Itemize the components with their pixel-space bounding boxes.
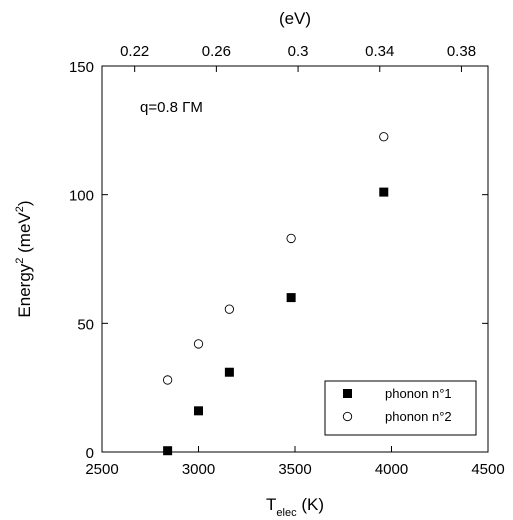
y-axis-label-superscript-1: 2 xyxy=(14,258,26,264)
legend: phonon n°1 phonon n°2 xyxy=(324,380,477,436)
x-axis-label-main: T xyxy=(266,495,276,514)
data-point-phonon-2 xyxy=(379,132,389,142)
bottom-axis-ticks: 2500 3000 3500 4000 4500 xyxy=(85,446,505,478)
data-point-phonon-1 xyxy=(286,293,296,303)
data-point-phonon-2 xyxy=(224,304,235,314)
x-tick-label: 4000 xyxy=(375,461,408,478)
y-axis-label-unit-open: (meV xyxy=(15,212,34,258)
top-tick-label: 0.22 xyxy=(120,43,149,60)
data-point-phonon-1 xyxy=(379,187,389,197)
x-axis-label-unit: (K) xyxy=(297,495,324,514)
top-tick-label: 0.26 xyxy=(202,43,231,60)
y-axis-label-superscript-2: 2 xyxy=(14,206,26,212)
data-points xyxy=(162,132,389,456)
x-axis-label-subscript: elec xyxy=(276,507,297,519)
y-tick-label: 0 xyxy=(86,445,94,462)
legend-marker-phonon-1 xyxy=(343,389,352,398)
legend-label-phonon-2: phonon n°2 xyxy=(385,409,452,424)
data-point-phonon-1 xyxy=(163,446,173,456)
x-tick-label: 3500 xyxy=(278,461,311,478)
y-tick-label: 150 xyxy=(69,59,94,76)
x-tick-label: 2500 xyxy=(85,461,118,478)
y-tick-label: 100 xyxy=(69,188,94,205)
top-axis-label: (eV) xyxy=(279,9,311,28)
top-tick-label: 0.38 xyxy=(447,43,476,60)
y-axis-label-unit-close: ) xyxy=(15,200,34,206)
legend-label-phonon-1: phonon n°1 xyxy=(385,386,452,401)
data-point-phonon-2 xyxy=(286,233,296,244)
left-axis-ticks: 0 50 100 150 xyxy=(69,59,488,462)
x-axis-label: Telec (K) xyxy=(266,495,324,519)
top-tick-label: 0.34 xyxy=(365,43,394,60)
data-point-phonon-1 xyxy=(194,406,203,416)
y-axis-label-main: Energy xyxy=(15,263,34,317)
y-tick-label: 50 xyxy=(77,316,94,333)
top-axis-ticks: 0.22 0.26 0.3 0.34 0.38 xyxy=(120,43,476,72)
data-point-phonon-2 xyxy=(193,339,204,349)
annotation-q: q=0.8 ΓM xyxy=(140,99,203,116)
legend-marker-phonon-2 xyxy=(342,411,353,422)
y-axis-label: Energy2 (meV2) xyxy=(14,200,34,317)
top-tick-label: 0.3 xyxy=(288,43,309,60)
data-point-phonon-2 xyxy=(162,375,173,385)
data-point-phonon-1 xyxy=(224,367,234,377)
x-tick-label: 3000 xyxy=(182,461,215,478)
x-tick-label: 4500 xyxy=(471,461,504,478)
